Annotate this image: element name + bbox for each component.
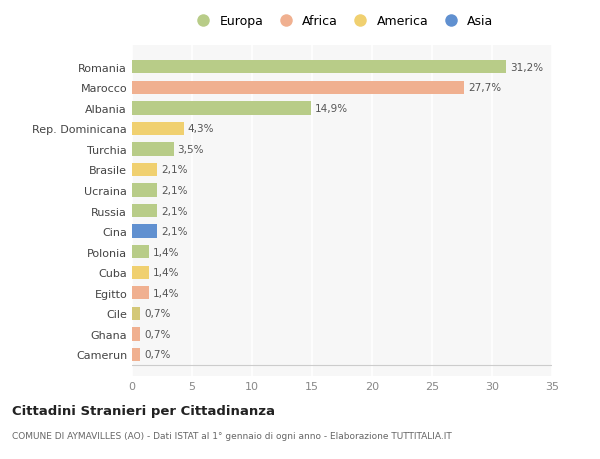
Text: 0,7%: 0,7% bbox=[144, 350, 170, 360]
Text: 4,3%: 4,3% bbox=[187, 124, 214, 134]
Bar bbox=[132, 163, 157, 177]
Text: 3,5%: 3,5% bbox=[178, 145, 204, 155]
Text: 0,7%: 0,7% bbox=[144, 309, 170, 319]
Text: Cittadini Stranieri per Cittadinanza: Cittadini Stranieri per Cittadinanza bbox=[12, 404, 275, 417]
Bar bbox=[132, 225, 157, 238]
Text: 1,4%: 1,4% bbox=[152, 288, 179, 298]
Bar bbox=[132, 143, 174, 156]
Bar bbox=[132, 204, 157, 218]
Text: 1,4%: 1,4% bbox=[152, 247, 179, 257]
Text: 0,7%: 0,7% bbox=[144, 329, 170, 339]
Legend: Europa, Africa, America, Asia: Europa, Africa, America, Asia bbox=[185, 10, 499, 33]
Bar bbox=[132, 184, 157, 197]
Bar bbox=[132, 286, 149, 300]
Bar bbox=[132, 61, 506, 74]
Bar bbox=[132, 348, 140, 361]
Text: 14,9%: 14,9% bbox=[314, 104, 347, 113]
Text: COMUNE DI AYMAVILLES (AO) - Dati ISTAT al 1° gennaio di ogni anno - Elaborazione: COMUNE DI AYMAVILLES (AO) - Dati ISTAT a… bbox=[12, 431, 452, 441]
Text: 31,2%: 31,2% bbox=[510, 62, 543, 73]
Text: 1,4%: 1,4% bbox=[152, 268, 179, 278]
Bar bbox=[132, 102, 311, 115]
Text: 2,1%: 2,1% bbox=[161, 227, 187, 237]
Text: 2,1%: 2,1% bbox=[161, 165, 187, 175]
Text: 2,1%: 2,1% bbox=[161, 185, 187, 196]
Bar bbox=[132, 123, 184, 136]
Bar bbox=[132, 246, 149, 259]
Bar bbox=[132, 266, 149, 280]
Bar bbox=[132, 307, 140, 320]
Text: 27,7%: 27,7% bbox=[468, 83, 501, 93]
Bar bbox=[132, 328, 140, 341]
Text: 2,1%: 2,1% bbox=[161, 206, 187, 216]
Bar bbox=[132, 81, 464, 95]
